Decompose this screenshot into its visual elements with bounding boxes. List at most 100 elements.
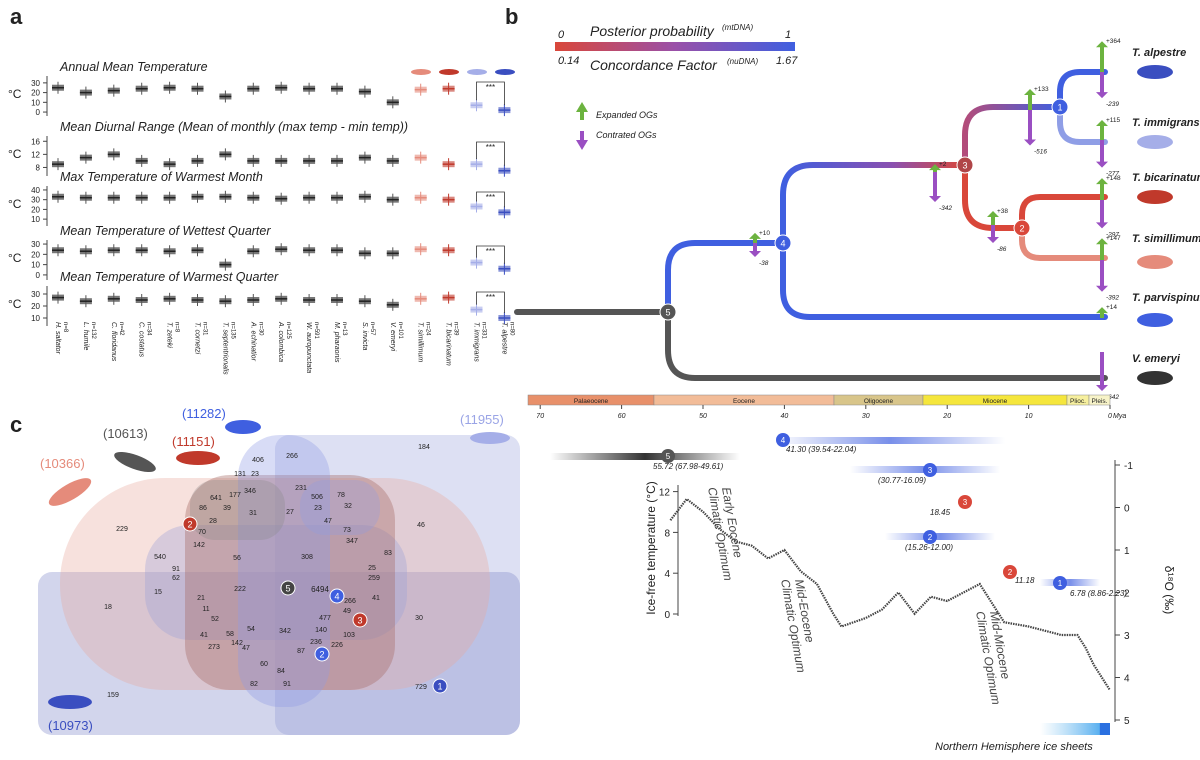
node-label: 2 (928, 533, 933, 542)
ant-icon (411, 69, 431, 75)
unit-label: °C (8, 87, 22, 101)
badge-label: 2 (187, 520, 192, 530)
intersection-count: 84 (277, 668, 285, 675)
node-badge (956, 156, 974, 174)
intersection-count: 62 (172, 575, 180, 582)
intersection-count: 226 (331, 642, 343, 649)
gain-arrow (1096, 178, 1108, 200)
loss-label: -392 (1106, 295, 1119, 302)
ant-icon (1137, 313, 1173, 327)
significance-label: *** (486, 247, 495, 256)
badge-label: 5 (285, 584, 290, 594)
y-tick-label: -1 (1124, 461, 1133, 472)
species-label: M. pharaonis (333, 322, 340, 363)
node-age: (30.77-16.09) (878, 476, 926, 485)
sample-size: n=331 (481, 322, 487, 340)
set-total: (10366) (40, 456, 85, 471)
ant-icon (114, 452, 156, 472)
intersection-count: 222 (234, 586, 246, 593)
significance-bracket (476, 245, 505, 264)
node-label: 5 (665, 308, 670, 318)
intersection-count: 30 (415, 615, 423, 622)
intersection-count: 27 (286, 509, 294, 516)
gain-label: +147 (1106, 235, 1121, 242)
branch (780, 240, 1108, 320)
axis-title: Ice-free temperature (°C) (644, 481, 658, 615)
badge-label: 1 (437, 682, 442, 692)
intersection-count: 406 (252, 457, 264, 464)
intersection-count: 70 (198, 529, 206, 536)
ant-icon (48, 695, 92, 709)
node-badge (1013, 219, 1031, 237)
intersection-count: 236 (310, 639, 322, 646)
intersection-count: 47 (242, 645, 250, 652)
badge (352, 612, 368, 628)
y-tick-label: 0 (36, 108, 41, 117)
species-label: T. bicarinatum (445, 322, 452, 366)
y-tick-label: 10 (31, 314, 40, 323)
species-label: W. auropunctata (305, 322, 312, 373)
intersection-count: 82 (250, 681, 258, 688)
legend-label: 1 (785, 29, 791, 41)
species-label: H. saltator (54, 322, 61, 355)
set-total: (11151) (172, 434, 215, 449)
intersection-count: 28 (209, 518, 217, 525)
node-age: 18.45 (930, 508, 951, 517)
y-tick-label: 0 (664, 610, 670, 621)
sample-size: n=80 (508, 322, 514, 336)
y-tick-label: 8 (36, 163, 41, 172)
x-tick-label: 20 (942, 413, 951, 420)
intersection-count: 91 (283, 681, 291, 688)
ice-sheet-label: Northern Hemisphere ice sheets (935, 741, 1093, 753)
epoch-label: Oligocene (864, 398, 894, 405)
node-label: 2 (1019, 224, 1024, 234)
intersection-count: 506 (311, 494, 323, 501)
epoch-label: Eocene (733, 398, 755, 405)
unit-label: °C (8, 251, 22, 265)
trait-title: Annual Mean Temperature (59, 60, 208, 74)
gain-label: +148 (1106, 175, 1121, 182)
badge-label: 4 (334, 592, 339, 602)
intersection-count: 18 (104, 604, 112, 611)
ant-icon (1137, 135, 1173, 149)
age-bar (775, 437, 1005, 444)
set-shape (238, 435, 330, 707)
gain-arrow (1096, 41, 1108, 72)
set-total: (11282) (182, 406, 226, 421)
intersection-count: 46 (417, 522, 425, 529)
set-shape (145, 525, 407, 640)
species-label: C. floridanus (110, 322, 117, 362)
badge (329, 588, 345, 604)
badge-label: 3 (357, 616, 362, 626)
species-label: A. colombica (277, 321, 284, 362)
trait-title: Max Temperature of Warmest Month (60, 170, 263, 184)
loss-arrow (1096, 200, 1108, 229)
y-tick-label: 30 (31, 240, 40, 249)
intersection-count: 266 (286, 453, 298, 460)
significance-bracket (476, 141, 505, 166)
set-total: (11955) (460, 412, 504, 427)
ant-icon (1137, 255, 1173, 269)
intersection-count: 23 (251, 471, 259, 478)
node-badge (1053, 576, 1067, 590)
loss-arrow (1096, 72, 1108, 99)
node-label: 3 (963, 498, 968, 507)
node-age: 11.18 (1015, 576, 1035, 585)
y-tick-label: 10 (31, 98, 40, 107)
loss-label: -38 (759, 260, 769, 267)
x-tick-label: 30 (862, 413, 870, 420)
intersection-count: 159 (107, 692, 119, 699)
unit-label: °C (8, 197, 22, 211)
intersection-count: 78 (337, 492, 345, 499)
badge-label: 2 (319, 650, 324, 660)
sample-size: n=101 (397, 322, 403, 340)
intersection-count: 41 (200, 632, 208, 639)
loss-arrow (749, 243, 761, 258)
species-label: C. costatus (138, 322, 145, 358)
ant-icon (176, 451, 220, 465)
node-badge (958, 495, 972, 509)
node-label: 1 (1057, 103, 1062, 113)
sample-size: n=132 (90, 322, 96, 340)
panel-label: a (10, 4, 23, 29)
